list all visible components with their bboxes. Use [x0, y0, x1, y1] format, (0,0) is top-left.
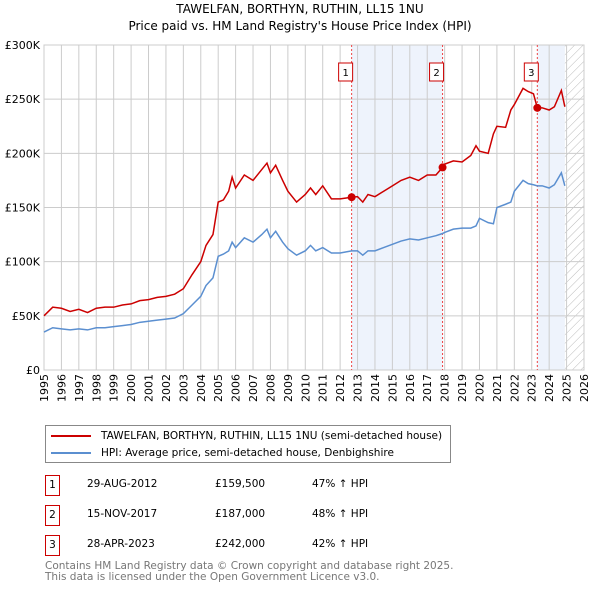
y-tick-label: £50K	[12, 310, 41, 323]
x-tick-label: 2000	[125, 374, 138, 402]
x-tick-label: 1996	[55, 374, 68, 402]
x-tick-label: 1995	[38, 374, 51, 402]
x-tick-label: 2006	[230, 374, 243, 402]
y-tick-label: £0	[26, 364, 40, 377]
sale-number-badge: 1	[45, 475, 60, 496]
x-tick-label: 2016	[404, 374, 417, 402]
sale-marker-box	[429, 62, 445, 82]
x-tick-label: 2012	[334, 374, 347, 402]
plot-area: 1995 1996 1997 1998 1999 2000 2001 2002 2003 2004…	[5, 39, 591, 402]
y-tick-label: £300K	[5, 39, 41, 52]
sale-marker-box	[523, 62, 539, 82]
sale-number-badge: 2	[45, 505, 60, 526]
sale-marker-label: 3	[528, 68, 534, 79]
sale-row: 2 15-NOV-2017 £187,000 48% ↑ HPI	[45, 505, 445, 526]
x-tick-label: 2005	[212, 374, 225, 402]
x-tick-label: 2019	[456, 374, 469, 402]
sale-number-badge: 3	[45, 535, 60, 556]
sale-date: 15-NOV-2017	[87, 508, 158, 520]
sale-point	[347, 193, 356, 202]
chart-subtitle: Price paid vs. HM Land Registry's House …	[128, 19, 472, 33]
footer-line-2: This data is licensed under the Open Gov…	[45, 571, 380, 583]
legend-item-property: TAWELFAN, BORTHYN, RUTHIN, LL15 1NU (sem…	[46, 428, 442, 444]
x-tick-label: 2001	[143, 374, 156, 402]
plot-border	[43, 44, 585, 371]
x-tick-label: 2021	[491, 374, 504, 402]
x-tick-label: 2010	[299, 374, 312, 402]
x-tick-label: 1999	[108, 374, 121, 402]
x-tick-label: 2003	[177, 374, 190, 402]
x-tick-label: 1998	[90, 374, 103, 402]
x-tick-label: 2015	[386, 374, 399, 402]
sale-row: 3 28-APR-2023 £242,000 42% ↑ HPI	[45, 535, 445, 556]
x-tick-label: 2017	[421, 374, 434, 402]
x-tick-label: 2002	[160, 374, 173, 402]
y-tick-label: £150K	[5, 202, 41, 215]
sale-date: 29-AUG-2012	[87, 478, 158, 490]
legend-swatch-blue	[51, 452, 91, 454]
x-tick-label: 2004	[195, 374, 208, 402]
legend-label: HPI: Average price, semi-detached house,…	[101, 447, 394, 459]
sale-point	[533, 103, 542, 112]
sale-price: £242,000	[215, 538, 266, 550]
series-line-hpi	[43, 170, 566, 333]
sale-price: £159,500	[215, 478, 266, 490]
sale-date: 28-APR-2023	[87, 538, 155, 550]
sale-hpi-change: 47% ↑ HPI	[312, 478, 369, 490]
y-tick-label: £200K	[5, 147, 41, 160]
legend-label: TAWELFAN, BORTHYN, RUTHIN, LL15 1NU (sem…	[101, 430, 443, 442]
sale-hpi-change: 48% ↑ HPI	[312, 508, 369, 520]
sale-marker-label: 1	[342, 68, 348, 79]
x-tick-label: 2011	[317, 374, 330, 402]
x-tick-label: 2023	[526, 374, 539, 402]
footer-line-1: Contains HM Land Registry data © Crown c…	[45, 560, 454, 572]
x-tick-label: 2022	[508, 374, 521, 402]
series-line-property	[43, 87, 566, 317]
x-tick-label: 2026	[578, 374, 591, 402]
y-tick-label: £250K	[5, 93, 41, 106]
x-tick-label: 2013	[352, 374, 365, 402]
y-tick-label: £100K	[5, 256, 41, 269]
x-tick-label: 2007	[247, 374, 260, 402]
sale-row: 1 29-AUG-2012 £159,500 47% ↑ HPI	[45, 475, 445, 496]
x-tick-label: 1997	[73, 374, 86, 402]
x-tick-label: 2020	[473, 374, 486, 402]
sale-point	[438, 163, 447, 172]
legend-swatch-red	[51, 435, 91, 437]
legend: TAWELFAN, BORTHYN, RUTHIN, LL15 1NU (sem…	[45, 425, 451, 463]
sale-price: £187,000	[215, 508, 266, 520]
x-tick-label: 2009	[282, 374, 295, 402]
sale-marker-box	[338, 62, 354, 82]
chart-title: TAWELFAN, BORTHYN, RUTHIN, LL15 1NU	[176, 2, 424, 16]
sale-marker-label: 2	[433, 68, 439, 79]
legend-item-hpi: HPI: Average price, semi-detached house,…	[46, 445, 394, 461]
x-tick-label: 2024	[543, 374, 556, 402]
x-tick-label: 2025	[561, 374, 574, 402]
x-tick-label: 2018	[439, 374, 452, 402]
sale-hpi-change: 42% ↑ HPI	[312, 538, 369, 550]
x-tick-label: 2008	[264, 374, 277, 402]
x-tick-label: 2014	[369, 374, 382, 402]
